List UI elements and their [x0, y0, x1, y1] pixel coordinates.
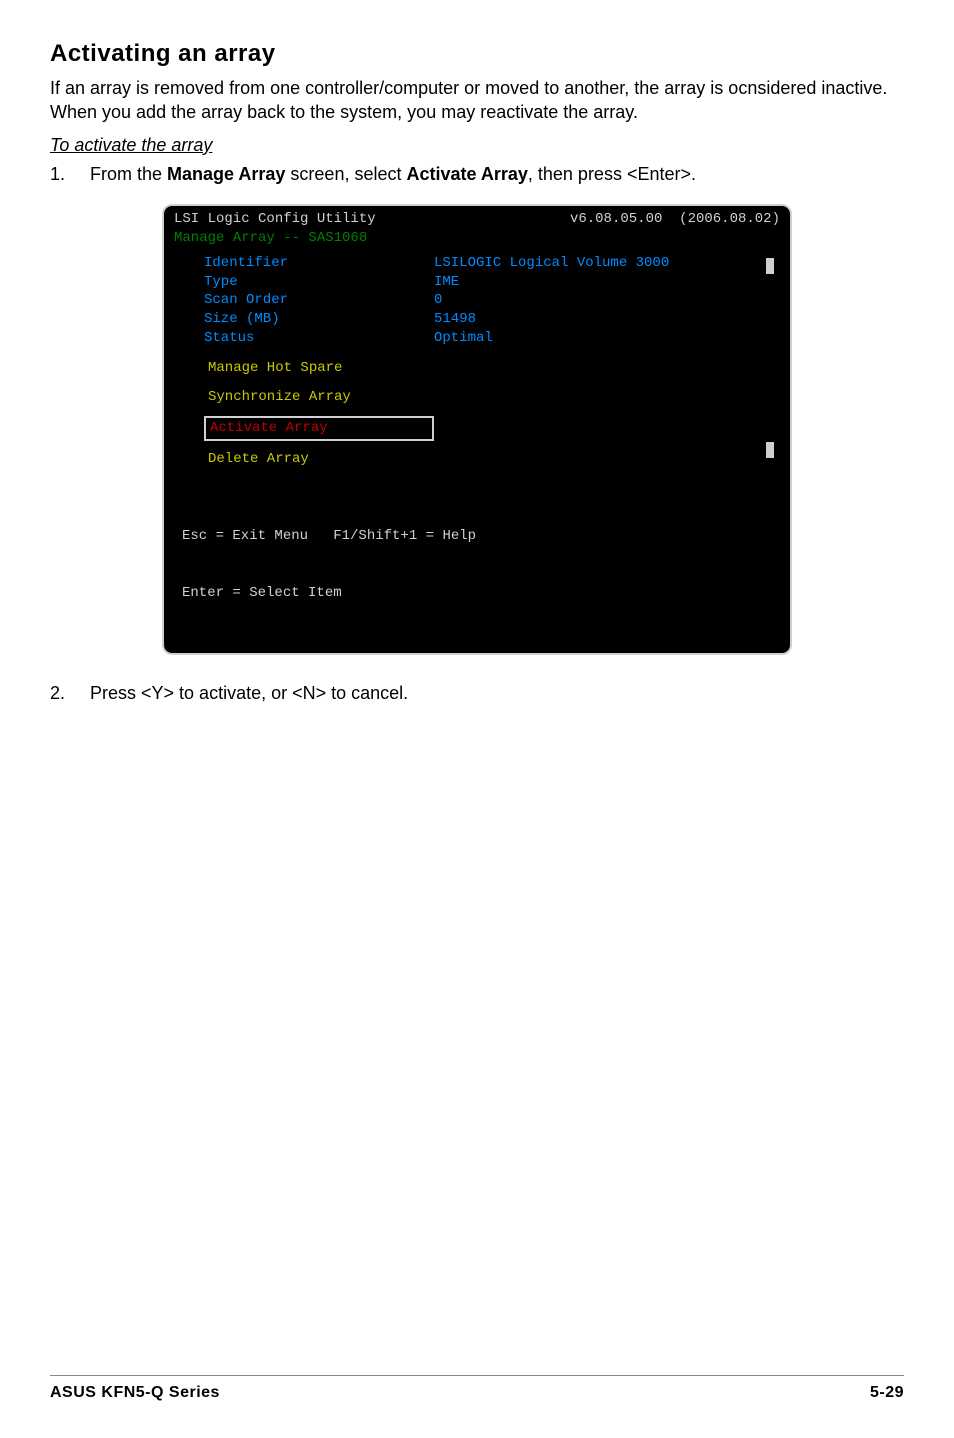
terminal-menu-item[interactable]: Activate Array — [204, 416, 434, 441]
terminal-window: LSI Logic Config Utility v6.08.05.00 (20… — [162, 204, 792, 655]
footer-right: 5-29 — [870, 1384, 904, 1402]
terminal-kv-key: Size (MB) — [204, 310, 434, 329]
intro-paragraph: If an array is removed from one controll… — [50, 76, 904, 125]
terminal-menu: Manage Hot Spare Synchronize Array Activat… — [174, 358, 780, 470]
terminal-footer-line: Esc = Exit Menu F1/Shift+1 = Help — [182, 527, 780, 546]
step-text-part: , then press <Enter>. — [528, 164, 696, 184]
terminal-kv-row: StatusOptimal — [174, 329, 780, 348]
terminal-kv-key: Identifier — [204, 254, 434, 273]
step-text: Press <Y> to activate, or <N> to cancel. — [90, 681, 904, 705]
terminal-kv-value: IME — [434, 273, 459, 292]
terminal-kv-value: 0 — [434, 291, 442, 310]
step-bold: Activate Array — [406, 164, 527, 184]
step-bold: Manage Array — [167, 164, 285, 184]
procedure-subhead: To activate the array — [50, 135, 904, 156]
terminal-menu-item[interactable]: Synchronize Array — [204, 387, 434, 408]
terminal-subtitle: Manage Array -- SAS1068 — [174, 229, 780, 248]
terminal-kv-key: Scan Order — [204, 291, 434, 310]
terminal-kv-value: Optimal — [434, 329, 493, 348]
footer-left: ASUS KFN5-Q Series — [50, 1384, 220, 1402]
terminal-footer-line: Enter = Select Item — [182, 584, 780, 603]
terminal-body: IdentifierLSILOGIC Logical Volume 3000Ty… — [174, 250, 780, 484]
step-number: 1. — [50, 162, 68, 186]
step-text-part: screen, select — [285, 164, 406, 184]
terminal-title-row: LSI Logic Config Utility v6.08.05.00 (20… — [174, 210, 780, 229]
step-2: 2. Press <Y> to activate, or <N> to canc… — [50, 681, 904, 705]
terminal-kv-row: Scan Order0 — [174, 291, 780, 310]
terminal-menu-item[interactable]: Delete Array — [204, 449, 434, 470]
step-text-part: From the — [90, 164, 167, 184]
terminal-title: LSI Logic Config Utility — [174, 210, 376, 229]
terminal-kv-value: 51498 — [434, 310, 476, 329]
terminal-kv-value: LSILOGIC Logical Volume 3000 — [434, 254, 669, 273]
terminal-kv-row: TypeIME — [174, 273, 780, 292]
terminal-footer: Esc = Exit Menu F1/Shift+1 = Help Enter … — [174, 490, 780, 641]
terminal-version: v6.08.05.00 (2006.08.02) — [570, 210, 780, 229]
step-text: From the Manage Array screen, select Act… — [90, 162, 904, 186]
terminal-kv-key: Status — [204, 329, 434, 348]
section-title: Activating an array — [50, 40, 904, 68]
terminal-kv-key: Type — [204, 273, 434, 292]
terminal-kv-row: Size (MB)51498 — [174, 310, 780, 329]
step-number: 2. — [50, 681, 68, 705]
terminal-menu-item[interactable]: Manage Hot Spare — [204, 358, 434, 379]
page-footer: ASUS KFN5-Q Series 5-29 — [50, 1375, 904, 1402]
step-1: 1. From the Manage Array screen, select … — [50, 162, 904, 186]
terminal-kv-row: IdentifierLSILOGIC Logical Volume 3000 — [174, 254, 780, 273]
